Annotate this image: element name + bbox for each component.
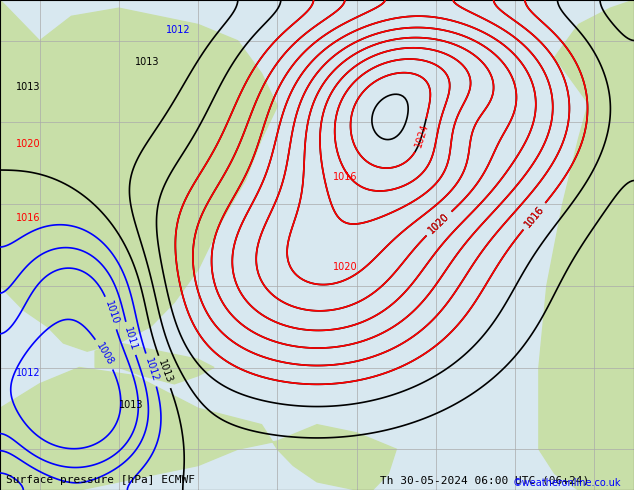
Polygon shape <box>555 0 634 163</box>
Polygon shape <box>23 237 48 261</box>
Text: 1024: 1024 <box>413 122 430 149</box>
Text: 1012: 1012 <box>166 24 191 35</box>
Text: 1013: 1013 <box>155 359 174 385</box>
Polygon shape <box>0 0 277 351</box>
Text: 1016: 1016 <box>333 172 358 182</box>
Text: 1016: 1016 <box>522 204 546 229</box>
Text: 1020: 1020 <box>427 211 451 236</box>
Text: 1012: 1012 <box>143 357 160 383</box>
Text: 1020: 1020 <box>333 262 358 271</box>
Polygon shape <box>0 368 396 490</box>
Text: 1012: 1012 <box>16 368 41 378</box>
Text: 1013: 1013 <box>119 400 143 410</box>
Text: 1016: 1016 <box>16 213 41 222</box>
Text: Th 30-05-2024 06:00 UTC (06+24): Th 30-05-2024 06:00 UTC (06+24) <box>380 475 590 485</box>
Text: 1020: 1020 <box>427 211 451 236</box>
Text: 1013: 1013 <box>134 57 159 67</box>
Text: ©weatheronline.co.uk: ©weatheronline.co.uk <box>513 478 621 488</box>
Polygon shape <box>539 0 634 490</box>
Text: 1020: 1020 <box>16 139 41 149</box>
Polygon shape <box>95 343 214 384</box>
Text: 1008: 1008 <box>94 341 115 368</box>
Text: 1010: 1010 <box>103 300 120 326</box>
Text: 1016: 1016 <box>522 204 546 229</box>
Text: 1011: 1011 <box>122 325 139 352</box>
Text: Surface pressure [hPa] ECMWF: Surface pressure [hPa] ECMWF <box>6 475 195 485</box>
Text: 1013: 1013 <box>16 82 41 92</box>
